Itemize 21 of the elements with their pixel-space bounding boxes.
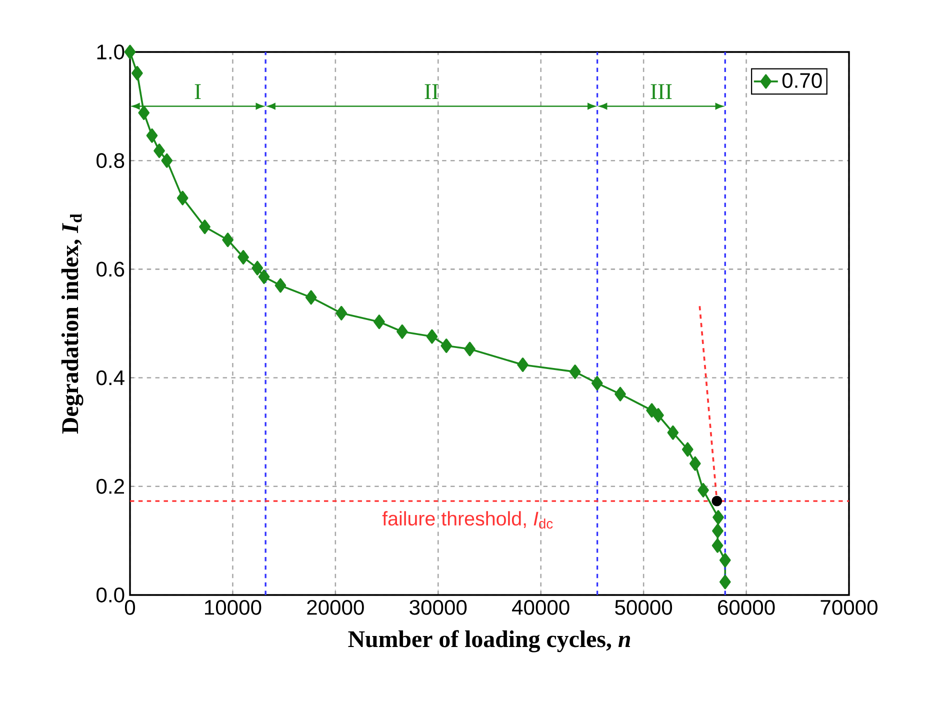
x-tick-label: 50000: [615, 600, 672, 615]
annotation: III: [650, 84, 672, 99]
annotation: II: [424, 84, 438, 99]
y-tick-label: 0.6: [96, 262, 124, 277]
ref-line-label: failure threshold, I$_{dc}$: [382, 511, 553, 529]
y-tick-label: 0.2: [96, 478, 124, 494]
x-tick-label: 40000: [512, 600, 570, 615]
legend-label: 0.70: [782, 73, 822, 88]
x-tick-label: 0: [124, 600, 136, 615]
y-tick-label: 1.0: [97, 44, 124, 60]
x-tick-label: 70000: [820, 600, 878, 615]
x-tick-label: 20000: [307, 600, 364, 615]
y-tick-label: 0.4: [96, 370, 124, 386]
x-tick-label: 10000: [205, 600, 262, 615]
x-axis-title: Number of loading cycles, n: [348, 630, 630, 652]
x-tick-label: 30000: [410, 600, 467, 615]
annotation: I: [194, 84, 201, 99]
x-tick-label: 60000: [718, 600, 775, 615]
y-axis-title: Degradation index, I$_{d}$: [61, 214, 84, 434]
y-tick-label: 0.8: [96, 153, 124, 168]
y-tick-label: 0.0: [96, 588, 124, 602]
